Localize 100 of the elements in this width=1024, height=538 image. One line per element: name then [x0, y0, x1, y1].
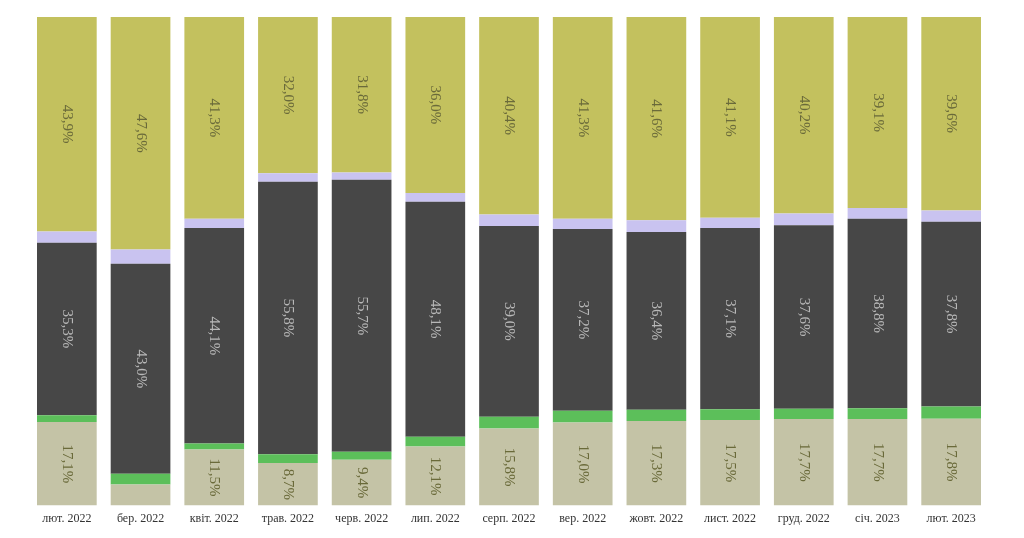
bar	[773, 213, 834, 226]
x-tick-label: жовт. 2022	[628, 510, 684, 525]
data-label: 17,7%	[870, 442, 887, 482]
data-label: 43,9%	[59, 104, 76, 144]
x-tick-label: черв. 2022	[335, 510, 389, 525]
data-label: 48,1%	[428, 299, 445, 339]
bar	[626, 421, 687, 506]
bar	[921, 418, 981, 506]
bar	[405, 436, 466, 447]
data-label: 17,8%	[944, 442, 961, 482]
x-tick-label: груд. 2022	[777, 510, 830, 525]
bar	[258, 463, 318, 506]
bar	[700, 17, 760, 218]
data-label: 36,4%	[649, 301, 666, 341]
data-label: 39,6%	[944, 94, 961, 134]
bar	[700, 217, 760, 229]
bar	[258, 17, 318, 174]
x-tick-label: трав. 2022	[261, 510, 315, 525]
bar	[37, 242, 97, 416]
data-label: 17,0%	[575, 444, 592, 484]
data-label: 40,2%	[796, 95, 813, 135]
bar	[700, 420, 760, 506]
x-tick-label: січ. 2023	[855, 510, 900, 525]
data-label: 8,7%	[280, 468, 297, 500]
x-tick-label: лют. 2022	[42, 510, 92, 525]
data-label: 31,8%	[354, 75, 371, 115]
x-tick-label: вер. 2022	[559, 510, 607, 525]
bar	[921, 17, 981, 211]
bar	[552, 410, 613, 423]
x-tick-label: лип. 2022	[410, 510, 460, 525]
bar	[258, 181, 318, 455]
bar	[773, 419, 834, 506]
data-label: 36,0%	[428, 85, 445, 125]
bar	[331, 451, 392, 460]
bar	[110, 17, 171, 250]
bar	[184, 218, 245, 229]
bar	[331, 459, 392, 506]
x-tick-label: бер. 2022	[116, 510, 165, 525]
data-label: 37,8%	[944, 294, 961, 334]
bar	[700, 409, 760, 421]
bar	[479, 17, 539, 215]
x-tick-label: квіт. 2022	[189, 510, 239, 525]
bar	[847, 218, 908, 409]
bar	[773, 408, 834, 420]
data-label: 47,6%	[133, 113, 150, 153]
data-label: 41,3%	[207, 98, 224, 138]
bar	[37, 17, 97, 232]
data-label: 17,7%	[796, 442, 813, 482]
bar	[184, 449, 245, 506]
data-label: 38,8%	[870, 294, 887, 333]
bar	[110, 484, 171, 506]
bar	[700, 228, 760, 410]
bar	[479, 428, 539, 506]
bar	[847, 419, 908, 506]
bar	[479, 226, 539, 417]
data-label: 39,0%	[502, 302, 519, 341]
bar	[405, 201, 466, 437]
bar	[847, 208, 908, 219]
bar	[184, 17, 245, 219]
x-tick-label: лист. 2022	[704, 510, 757, 525]
data-label: 35,3%	[59, 309, 76, 349]
bar	[847, 408, 908, 420]
bar	[847, 17, 908, 209]
bar	[405, 17, 466, 193]
bar	[331, 172, 392, 180]
bar	[552, 218, 613, 230]
bar	[405, 446, 466, 506]
bar	[552, 422, 613, 506]
bar	[331, 17, 392, 173]
bar	[773, 17, 834, 214]
data-label: 15,8%	[502, 447, 519, 487]
bar	[626, 220, 687, 232]
bar	[258, 454, 318, 464]
data-label: 17,3%	[649, 443, 666, 483]
bar	[110, 263, 171, 474]
data-label: 9,4%	[354, 467, 371, 499]
data-label: 17,5%	[723, 443, 740, 483]
bar	[921, 210, 981, 222]
bar	[552, 17, 613, 219]
data-label: 39,1%	[870, 93, 887, 132]
data-label: 40,4%	[502, 96, 519, 136]
bar	[37, 415, 97, 423]
data-label: 11,5%	[207, 458, 224, 497]
data-label: 37,2%	[575, 300, 592, 340]
bar	[773, 225, 834, 409]
bar	[479, 214, 539, 227]
data-label: 41,3%	[575, 98, 592, 138]
bar	[921, 406, 981, 419]
data-label: 55,7%	[354, 296, 371, 336]
bar	[626, 231, 687, 410]
bar	[479, 416, 539, 429]
data-label: 37,1%	[723, 299, 740, 339]
bar	[331, 179, 392, 452]
bar	[921, 221, 981, 407]
data-label: 43,0%	[133, 349, 150, 389]
bar	[552, 229, 613, 411]
data-label: 17,1%	[59, 444, 76, 484]
bar	[626, 409, 687, 422]
bar	[37, 231, 97, 243]
data-label: 41,6%	[649, 99, 666, 138]
